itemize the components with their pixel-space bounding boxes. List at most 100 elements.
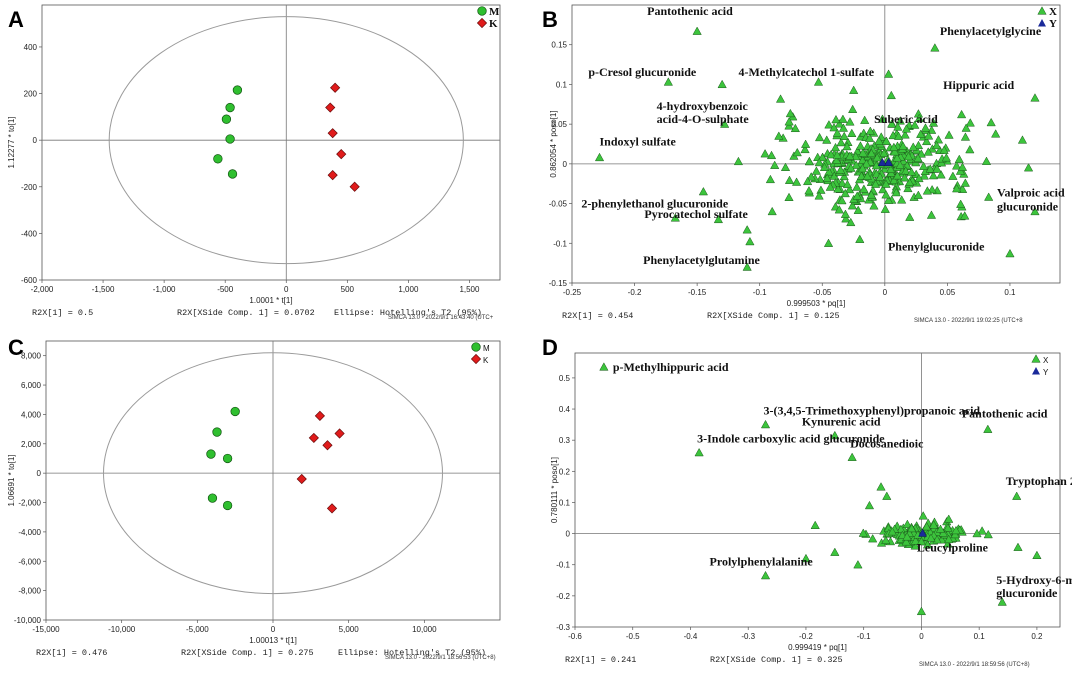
x-loading-point: [889, 175, 899, 185]
x-loading-point: [822, 135, 832, 144]
x-tick-label: 0.1: [1004, 288, 1016, 297]
y-axis-label: 0.862054 * poso[1]: [549, 110, 558, 177]
x-tick-label: -1,500: [92, 285, 115, 294]
x-loading-point: [965, 144, 975, 154]
x-point: [853, 560, 863, 569]
x-loading-point: [952, 183, 962, 193]
x-point: [1005, 248, 1015, 258]
x-loading-point: [880, 204, 890, 213]
x-point: [720, 119, 730, 128]
x-loading-point: [864, 133, 875, 142]
x-loading-point: [881, 136, 891, 145]
x-loading-point: [832, 128, 842, 137]
x-loading-point: [939, 145, 949, 154]
x-loading-point: [926, 533, 936, 542]
x-loading-point: [926, 210, 937, 219]
x-loading-point: [834, 119, 845, 128]
x-loading-point: [860, 115, 870, 124]
y-tick-label: -600: [21, 276, 38, 285]
x-point: [997, 597, 1007, 606]
x-loading-point: [914, 113, 924, 122]
compound-label: 4-Methylcatechol 1-sulfate: [739, 65, 875, 79]
x-loading-point: [859, 184, 869, 193]
x-loading-point: [901, 166, 911, 175]
k-point: [327, 170, 338, 181]
x-loading-point: [893, 131, 904, 140]
k-point: [336, 149, 347, 160]
x-loading-point: [972, 528, 982, 538]
x-loading-point: [877, 114, 888, 123]
x-loading-point: [830, 142, 841, 152]
x-loading-point: [837, 195, 847, 205]
x-loading-point: [891, 187, 901, 197]
m-point: [207, 493, 218, 503]
x-loading-point: [923, 147, 933, 156]
x-point: [742, 225, 752, 234]
x-loading-point: [872, 152, 882, 162]
x-point: [961, 123, 971, 132]
x-loading-point: [866, 190, 876, 199]
y-tick-label: -8,000: [18, 587, 41, 596]
y-axis-label: 0.780111 * poso[1]: [550, 457, 559, 523]
x-point: [767, 206, 777, 216]
r2x-xside-label: R2X[XSide Comp. 1] = 0.125: [707, 311, 840, 321]
y-tick-label: -0.15: [549, 279, 568, 288]
x-loading-point: [846, 163, 856, 172]
x-point: [760, 570, 771, 580]
x-loading-point: [897, 195, 907, 204]
x-loading-point: [905, 212, 915, 221]
x-loading-point: [832, 150, 842, 159]
x-loading-point: [948, 171, 958, 180]
x-loading-point: [878, 184, 888, 194]
x-tick-label: -0.1: [857, 632, 871, 641]
x-loading-point: [896, 524, 906, 533]
r2x-label: R2X[1] = 0.5: [32, 308, 93, 318]
x-loading-point: [956, 109, 967, 119]
y-tick-label: 400: [24, 43, 38, 52]
x-loading-point: [893, 122, 903, 131]
r2x-label: R2X[1] = 0.476: [36, 648, 107, 658]
panel-letter: B: [542, 7, 558, 32]
x-loading-point: [886, 164, 896, 173]
x-loading-point: [770, 160, 780, 169]
y-tick-label: 0.2: [559, 467, 571, 476]
k-point: [334, 428, 345, 439]
simca-stamp: SIMCA 13.0 - 2022/9/1 19:02:25 (UTC+8: [914, 318, 1023, 324]
x-loading-point: [898, 141, 908, 150]
x-point: [594, 152, 605, 162]
legend-label: K: [483, 356, 489, 365]
x-loading-point: [800, 139, 811, 148]
compound-label: Pyrocatechol sulfate: [644, 207, 748, 221]
x-point: [882, 491, 892, 500]
x-loading-point: [855, 141, 866, 150]
m-point: [212, 427, 222, 437]
k-point: [326, 503, 338, 514]
compound-label: Phenylacetylglycine: [940, 24, 1042, 38]
legend-label: M: [489, 6, 500, 18]
x-point: [1017, 135, 1028, 144]
compound-label: 4-hydroxybenzoic: [657, 99, 749, 113]
simca-stamp: SIMCA 13.0 - 2022/9/1 18:59:56 (UTC+8): [919, 662, 1030, 668]
y-tick-label: 0: [37, 469, 42, 478]
x-loading-point: [847, 128, 857, 138]
x-loading-point: [892, 153, 902, 162]
panel-letter: A: [8, 7, 24, 32]
x-loading-point: [925, 164, 935, 173]
compound-label: Kynurenic acid: [802, 415, 881, 429]
x-tick-label: -0.5: [626, 632, 640, 641]
r2x-label: R2X[1] = 0.241: [565, 655, 636, 665]
compound-label: acid-4-O-sulphate: [657, 112, 750, 126]
compound-label: Hippuric acid: [943, 78, 1014, 92]
x-loading-point: [904, 177, 915, 187]
legend-k-marker: [470, 353, 482, 365]
x-point: [733, 156, 744, 166]
y-tick-label: 0: [566, 530, 571, 539]
x-tick-label: 0.1: [974, 632, 986, 641]
x-loading-point: [957, 162, 968, 171]
x-loading-point: [943, 523, 953, 532]
y-tick-label: 0.3: [559, 436, 571, 445]
x-tick-label: -2,000: [31, 285, 54, 294]
x-loading-point: [951, 161, 962, 170]
x-loading-point: [935, 524, 946, 533]
x-loading-point: [866, 148, 877, 158]
